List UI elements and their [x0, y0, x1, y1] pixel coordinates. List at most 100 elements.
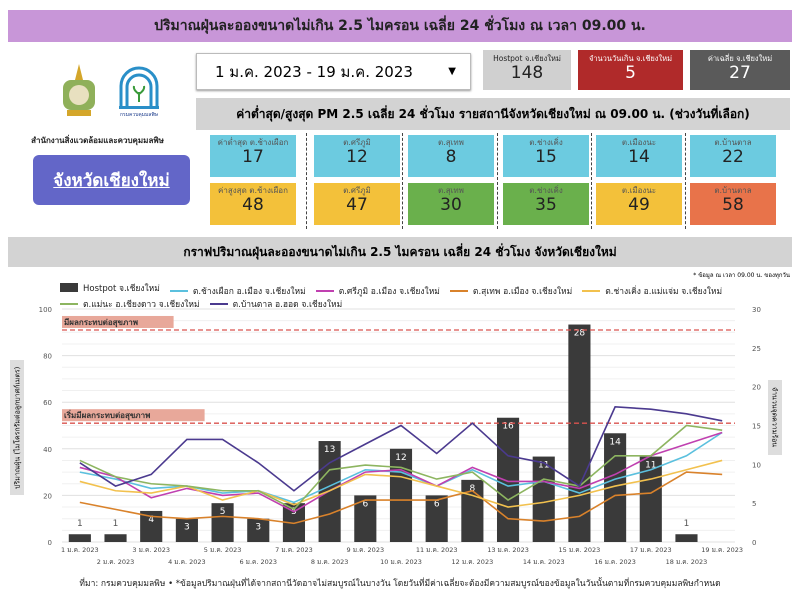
date-range-dropdown[interactable]: 1 ม.ค. 2023 - 19 ม.ค. 2023 ▼	[196, 53, 471, 90]
x-tick-label: 15 ม.ค. 2023	[559, 546, 601, 554]
caret-down-icon: ▼	[448, 66, 456, 77]
station-minmax-header: ค่าต่ำสุด/สูงสุด PM 2.5 เฉลี่ย 24 ชั่วโม…	[196, 98, 790, 130]
min-station-card: ต.เมืองนะ 14	[596, 135, 682, 177]
bar-data-label: 4	[148, 515, 154, 525]
legend-item: ต.สุเทพ อ.เมือง จ.เชียงใหม่	[449, 285, 573, 298]
y-tick-label: 60	[43, 399, 52, 407]
divider	[591, 133, 592, 229]
legend-label: ต.บ้านตาล อ.ฮอด จ.เชียงใหม่	[232, 300, 343, 310]
stat-average: ค่าเฉลี่ย จ.เชียงใหม่ 27	[690, 50, 790, 90]
card-label: ต.สุเทพ	[438, 138, 464, 147]
hotspot-bar	[568, 324, 591, 542]
divider	[402, 133, 403, 229]
stat-value: 5	[625, 63, 636, 83]
y2-axis-label: จำนวนจุดความร้อน	[768, 380, 782, 455]
y-tick-label: 100	[39, 306, 52, 314]
stat-value: 27	[729, 63, 751, 83]
bar-data-label: 14	[609, 437, 621, 447]
card-label: ต.เมืองนะ	[621, 186, 657, 195]
svg-text:กรมควบคุมมลพิษ: กรมควบคุมมลพิษ	[120, 111, 159, 118]
min-station-card: ต.ศรีภูมิ 12	[314, 135, 400, 177]
x-tick-label: 9 ม.ค. 2023	[347, 546, 385, 554]
hotspot-bar	[247, 518, 270, 542]
environment-dept-logo	[63, 64, 95, 116]
card-label: ต.ช่างเคิ่ง	[529, 138, 563, 147]
bar-data-label: 5	[220, 507, 226, 517]
legend-item: Hostpot จ.เชียงใหม่	[60, 281, 160, 294]
bar-data-label: 1	[77, 519, 83, 529]
bar-data-label: 1	[684, 519, 690, 529]
card-value: 8	[445, 147, 457, 167]
legend-swatch	[60, 283, 78, 292]
card-label: ต.ศรีภูมิ	[343, 186, 371, 195]
card-value: 30	[440, 195, 462, 215]
card-label: ต.บ้านตาล	[714, 186, 752, 195]
agency-name: สำนักงานสิ่งแวดล้อมและควบคุมมลพิษ	[31, 136, 164, 145]
threshold-label: เริ่มมีผลกระทบต่อสุขภาพ	[64, 409, 150, 421]
bar-data-label: 11	[645, 461, 656, 471]
card-label: ต.บ้านตาล	[714, 138, 752, 147]
hotspot-bar	[425, 495, 448, 542]
series-line	[79, 424, 723, 511]
y2-tick-label: 20	[752, 384, 761, 392]
x-tick-label: 16 ม.ค. 2023	[594, 558, 636, 566]
series-line	[79, 431, 723, 513]
card-label: ต.ช่างเคิ่ง	[529, 186, 563, 195]
card-value: 47	[346, 195, 368, 215]
legend-label: ต.ช้างเผือก อ.เมือง จ.เชียงใหม่	[192, 287, 306, 297]
card-label: ต.เมืองนะ	[621, 138, 657, 147]
card-value: 49	[628, 195, 650, 215]
threshold-label-bg	[62, 409, 205, 422]
chart-note: * ข้อมูล ณ เวลา 09.00 น. ของทุกวัน	[693, 272, 790, 279]
legend-swatch	[315, 290, 334, 292]
y-tick-label: 20	[43, 492, 52, 500]
card-label: ต.สุเทพ	[438, 186, 464, 195]
threshold-label-bg	[62, 315, 174, 328]
min-station-card: ต.บ้านตาล 22	[690, 135, 776, 177]
legend-label: ต.ศรีภูมิ อ.เมือง จ.เชียงใหม่	[338, 287, 440, 297]
hotspot-bar	[175, 518, 198, 542]
hotspot-bar	[675, 534, 698, 542]
chart-legend: Hostpot จ.เชียงใหม่ ต.ช้างเผือก อ.เมือง จ…	[60, 281, 760, 311]
legend-swatch	[449, 290, 468, 292]
series-line	[79, 406, 723, 492]
y2-tick-label: 30	[752, 306, 761, 314]
footer-source: ที่มา: กรมควบคุมมลพิษ • *ข้อมูลปริมาณฝุ่…	[79, 579, 721, 589]
card-value: 35	[535, 195, 557, 215]
max-station-card: ต.ช่างเคิ่ง 35	[503, 183, 589, 225]
date-range-value: 1 ม.ค. 2023 - 19 ม.ค. 2023	[215, 62, 413, 81]
legend-swatch	[169, 290, 188, 292]
hotspot-bar	[104, 534, 127, 542]
bar-data-label: 11	[538, 461, 549, 471]
y2-tick-label: 15	[752, 423, 761, 431]
stat-label: จำนวนวันเกิน จ.เชียงใหม่	[588, 54, 673, 63]
min-station-card: ต.สุเทพ 8	[408, 135, 494, 177]
max-station-card: ต.เมืองนะ 49	[596, 183, 682, 225]
card-label: ค่าต่ำสุด ต.ช้างเผือก	[217, 138, 289, 147]
legend-item: ต.ช้างเผือก อ.เมือง จ.เชียงใหม่	[169, 285, 306, 298]
x-tick-label: 18 ม.ค. 2023	[666, 558, 708, 566]
hotspot-bar	[211, 503, 234, 542]
bar-data-label: 6	[434, 499, 440, 509]
bar-data-label: 1	[113, 519, 119, 529]
hotspot-bar	[496, 417, 520, 542]
card-value: 14	[628, 147, 650, 167]
province-button[interactable]: จังหวัดเชียงใหม่	[33, 155, 190, 205]
max-station-card: ต.สุเทพ 30	[408, 183, 494, 225]
bar-data-label: 28	[574, 329, 586, 339]
legend-swatch	[582, 290, 601, 292]
hotspot-bar	[68, 534, 91, 542]
y-tick-label: 80	[43, 353, 52, 361]
x-tick-label: 10 ม.ค. 2023	[380, 558, 422, 566]
x-tick-label: 7 ม.ค. 2023	[275, 546, 313, 554]
stat-value: 148	[510, 63, 544, 83]
page-title: ปริมาณฝุ่นละอองขนาดไม่เกิน 2.5 ไมครอน เฉ…	[8, 10, 792, 42]
stat-label: Hostpot จ.เชียงใหม่	[493, 54, 561, 63]
x-tick-label: 17 ม.ค. 2023	[630, 546, 672, 554]
x-tick-label: 3 ม.ค. 2023	[132, 546, 170, 554]
x-tick-label: 14 ม.ค. 2023	[523, 558, 565, 566]
legend-swatch	[60, 303, 78, 305]
max-station-card: ค่าสูงสุด ต.ช้างเผือก 48	[210, 183, 296, 225]
legend-label: ต.สุเทพ อ.เมือง จ.เชียงใหม่	[472, 287, 573, 297]
